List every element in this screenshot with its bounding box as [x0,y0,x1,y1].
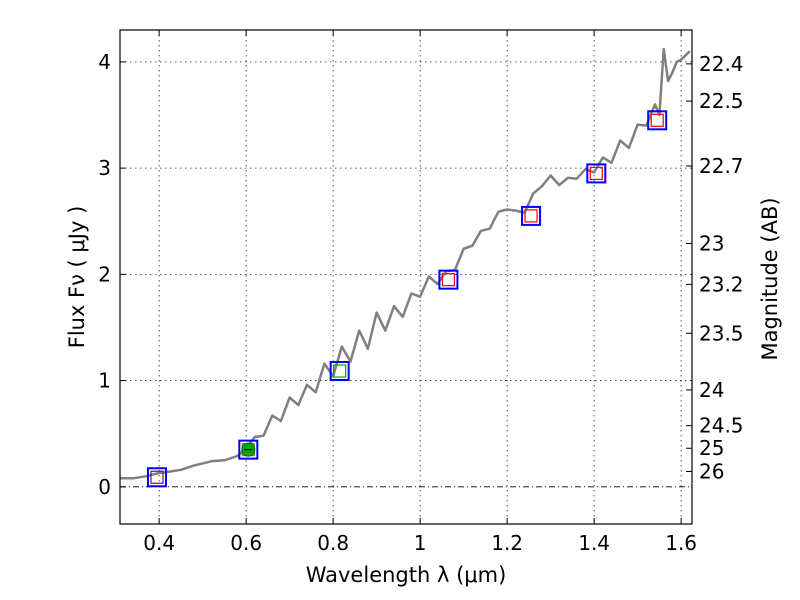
mag-tick-label: 22.5 [699,89,744,113]
photometry-marker [647,110,668,131]
y-axis-title: Flux Fν ( μJy ) [65,206,89,349]
y-tick-label: 2 [98,262,111,286]
y-tick-label: 4 [98,50,111,74]
right-axis-title: Magnitude (AB) [758,197,782,360]
x-tick-label: 1.4 [578,531,610,555]
mag-tick-label: 22.4 [699,52,744,76]
y-tick-label: 1 [98,369,111,393]
photometry-marker-inner [333,364,347,378]
photometry-marker-inner [524,209,538,223]
photometry-marker [329,361,350,382]
photometry-marker-inner [650,113,664,127]
x-tick-label: 0.6 [230,531,262,555]
photometry-marker-inner [589,166,603,181]
grid-lines [120,30,692,524]
photometry-marker [438,269,459,290]
x-tick-label: 0.4 [143,531,175,555]
mag-tick-label: 24.5 [699,414,744,438]
mag-tick-label: 23 [699,231,724,255]
photometry-marker [146,467,167,488]
y-tick-label: 3 [98,156,111,180]
spectrum-line [120,47,691,480]
mag-tick-label: 24 [699,378,724,402]
photometry-marker-inner [441,273,456,287]
x-tick-label: 0.8 [317,531,349,555]
photometry-markers [146,110,668,488]
photometry-marker [238,439,259,460]
mag-tick-label: 23.5 [699,321,744,345]
photometry-marker [521,205,542,226]
mag-tick-label: 23.2 [699,272,744,296]
photometry-marker [586,163,607,184]
mag-tick-label: 25 [699,436,724,460]
x-tick-label: 1 [414,531,427,555]
x-axis-title: Wavelength λ (μm) [306,563,507,587]
y-tick-label: 0 [98,475,111,499]
plot-frame [119,29,693,525]
mag-tick-label: 26 [699,459,724,483]
photometry-marker-inner [150,470,164,484]
x-tick-label: 1.2 [491,531,523,555]
mag-tick-label: 22.7 [699,154,744,178]
x-tick-label: 1.6 [665,531,697,555]
